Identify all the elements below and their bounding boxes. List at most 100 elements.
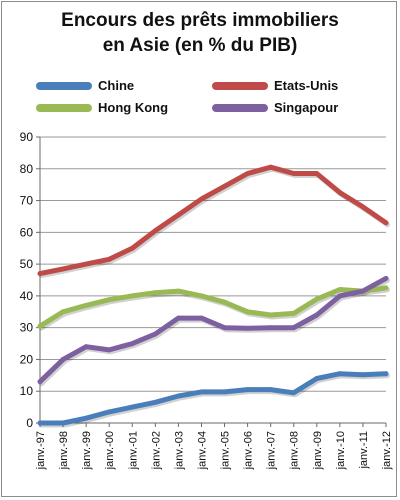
x-tick-label: janv.-07 (266, 431, 278, 470)
data-point-hong-kong (222, 299, 227, 305)
data-point-hong-kong (106, 297, 112, 303)
series-line-chine (37, 371, 389, 426)
data-point-singapour (106, 347, 112, 353)
legend-swatch-singapour (212, 103, 268, 112)
x-tick-label: janv.-06 (243, 431, 255, 470)
data-point-hong-kong (268, 312, 274, 318)
data-point-chine (383, 371, 389, 377)
data-point-singapour (222, 325, 227, 331)
data-point-singapour (199, 315, 204, 321)
data-point-etats-unis (129, 245, 135, 251)
y-tick-label: 30 (20, 321, 34, 335)
x-tick-label: janv.-12 (381, 431, 393, 470)
x-tick-label: janv.-98 (58, 431, 70, 470)
data-point-chine (222, 389, 227, 395)
legend-swatch-etats-unis (212, 81, 268, 90)
data-point-etats-unis (37, 271, 43, 276)
data-point-hong-kong (60, 309, 66, 315)
y-tick-label: 50 (20, 257, 34, 271)
x-tick-label: janv.-11 (358, 431, 370, 470)
data-point-chine (199, 389, 204, 395)
data-point-hong-kong (291, 311, 297, 316)
data-point-chine (314, 376, 320, 381)
data-point-singapour (37, 379, 43, 385)
data-point-etats-unis (176, 212, 181, 218)
x-tick-label: janv.-03 (173, 431, 185, 470)
legend-swatch-hong-kong (36, 103, 92, 112)
data-point-hong-kong (337, 287, 343, 292)
data-point-chine (152, 399, 158, 405)
x-tick-label: janv.-09 (312, 431, 324, 470)
data-point-etats-unis (383, 220, 389, 226)
chart-title-line-2: en Asie (en % du PIB) (102, 35, 298, 56)
data-point-hong-kong (83, 303, 89, 308)
legend-label-hong-kong: Hong Kong (98, 100, 169, 115)
data-point-etats-unis (360, 204, 366, 210)
legend-item-hong-kong: Hong Kong (36, 100, 168, 115)
data-point-etats-unis (106, 256, 112, 262)
legend-item-singapour: Singapour (212, 100, 338, 115)
data-point-hong-kong (129, 293, 135, 299)
data-point-chine (37, 420, 43, 426)
legend-item-chine: Chine (36, 78, 134, 93)
data-point-chine (291, 390, 297, 396)
y-tick-label: 70 (20, 194, 34, 208)
data-point-etats-unis (83, 261, 89, 267)
data-point-singapour (268, 325, 274, 331)
y-tick-label: 90 (20, 130, 34, 144)
series-line-etats-unis (37, 164, 389, 277)
data-point-etats-unis (222, 183, 227, 189)
x-tick-label: janv.-97 (35, 431, 47, 470)
axis-layer (36, 136, 387, 427)
data-point-chine (176, 393, 181, 399)
series-line-hong-kong (37, 285, 389, 329)
legend-swatch-chine (36, 81, 92, 90)
y-tick-label: 40 (20, 289, 34, 303)
y-tick-label: 60 (20, 225, 34, 239)
data-point-singapour (60, 357, 66, 362)
data-point-etats-unis (152, 228, 158, 234)
data-point-hong-kong (245, 309, 251, 315)
y-tick-label: 20 (20, 352, 34, 366)
data-point-singapour (176, 315, 181, 321)
data-point-chine (106, 409, 112, 415)
data-point-singapour (337, 293, 343, 299)
data-point-hong-kong (199, 293, 204, 299)
y-tick-label: 80 (20, 162, 34, 176)
data-point-etats-unis (314, 171, 320, 176)
data-point-singapour (129, 341, 135, 346)
legend-label-chine: Chine (98, 78, 135, 93)
data-point-chine (268, 387, 274, 392)
y-tick-label: 10 (20, 384, 34, 398)
data-point-singapour (314, 312, 320, 318)
x-tick-label: janv.-04 (196, 431, 208, 470)
data-point-singapour (152, 331, 158, 337)
data-point-chine (245, 387, 251, 392)
data-point-singapour (360, 288, 366, 294)
data-point-etats-unis (60, 266, 66, 272)
data-point-chine (83, 415, 89, 421)
x-tick-label: janv.-02 (150, 431, 162, 470)
data-point-chine (129, 404, 135, 410)
data-point-singapour (383, 276, 389, 281)
label-layer: 0 10 20 30 40 50 60 70 80 90 janv.-97 janv.-98 janv.… (20, 130, 393, 470)
chart-title-line-1: Encours des prêts immobiliers (61, 10, 339, 31)
data-point-hong-kong (314, 296, 320, 302)
data-point-etats-unis (337, 190, 343, 196)
x-tick-label: janv.-05 (220, 431, 232, 470)
x-tick-label: janv.-01 (127, 431, 139, 470)
legend-label-etats-unis: Etats-Unis (274, 78, 339, 93)
data-point-chine (337, 371, 343, 377)
data-point-hong-kong (152, 290, 158, 296)
data-point-hong-kong (176, 288, 181, 294)
series-shadow-etats-unis (39, 166, 390, 279)
data-point-etats-unis (199, 196, 204, 202)
x-tick-label: janv.-10 (335, 431, 347, 470)
grid-layer (40, 136, 386, 392)
data-point-hong-kong (37, 323, 43, 329)
legend-label-singapour: Singapour (274, 100, 339, 115)
series-line-singapour (37, 275, 389, 385)
legend-item-etats-unis: Etats-Unis (212, 78, 338, 93)
y-tick-label: 0 (26, 416, 33, 430)
